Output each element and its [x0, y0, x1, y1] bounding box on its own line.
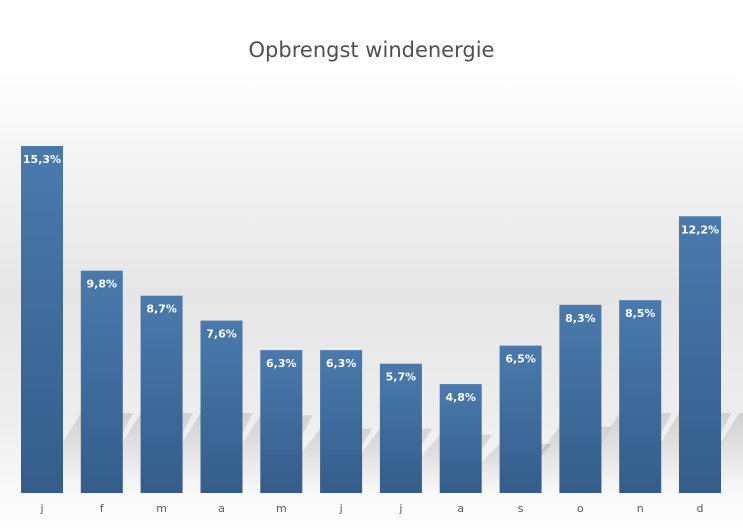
data-label-0: 15,3%: [23, 153, 61, 166]
x-tick-label-10: n: [637, 502, 644, 515]
x-tick-label-9: o: [577, 502, 584, 515]
x-tick-label-5: j: [339, 502, 343, 515]
bar-11: [679, 216, 721, 494]
bar-6: [379, 363, 422, 493]
x-tick-label-2: m: [156, 502, 167, 515]
data-label-11: 12,2%: [681, 223, 719, 236]
bar-4: [260, 350, 303, 493]
data-label-6: 5,7%: [386, 371, 417, 384]
x-tick-label-11: d: [697, 502, 704, 515]
data-label-9: 8,3%: [565, 312, 596, 325]
bar-0: [21, 146, 63, 493]
bar-3: [200, 320, 243, 493]
data-label-7: 4,8%: [445, 391, 476, 404]
data-label-8: 6,5%: [505, 353, 536, 366]
x-tick-label-0: j: [39, 502, 43, 515]
data-label-4: 6,3%: [266, 357, 297, 370]
data-label-1: 9,8%: [87, 278, 118, 291]
x-tick-label-4: m: [276, 502, 287, 515]
bar-5: [320, 350, 363, 493]
data-labels: 15,3% 9,8% 8,7% 7,6% 6,3% 6,3% 5,7% 4,8% 6,5% 8,3…: [23, 153, 719, 404]
bar-7: [439, 384, 482, 493]
data-label-2: 8,7%: [146, 303, 177, 316]
x-tick-label-7: a: [457, 502, 464, 515]
x-tick-label-6: j: [398, 502, 402, 515]
data-label-5: 6,3%: [326, 357, 357, 370]
bar-1: [80, 270, 123, 493]
bar-2: [140, 295, 183, 493]
bar-10: [619, 300, 662, 493]
x-tick-label-3: a: [218, 502, 225, 515]
data-label-10: 8,5%: [625, 307, 656, 320]
bar-9: [559, 304, 602, 493]
bar-8: [499, 345, 542, 493]
bars: [21, 146, 721, 494]
chart-title: Opbrengst windenergie: [248, 38, 495, 62]
x-tick-label-1: f: [100, 502, 105, 515]
data-label-3: 7,6%: [206, 328, 237, 341]
x-tick-label-8: s: [518, 502, 524, 515]
